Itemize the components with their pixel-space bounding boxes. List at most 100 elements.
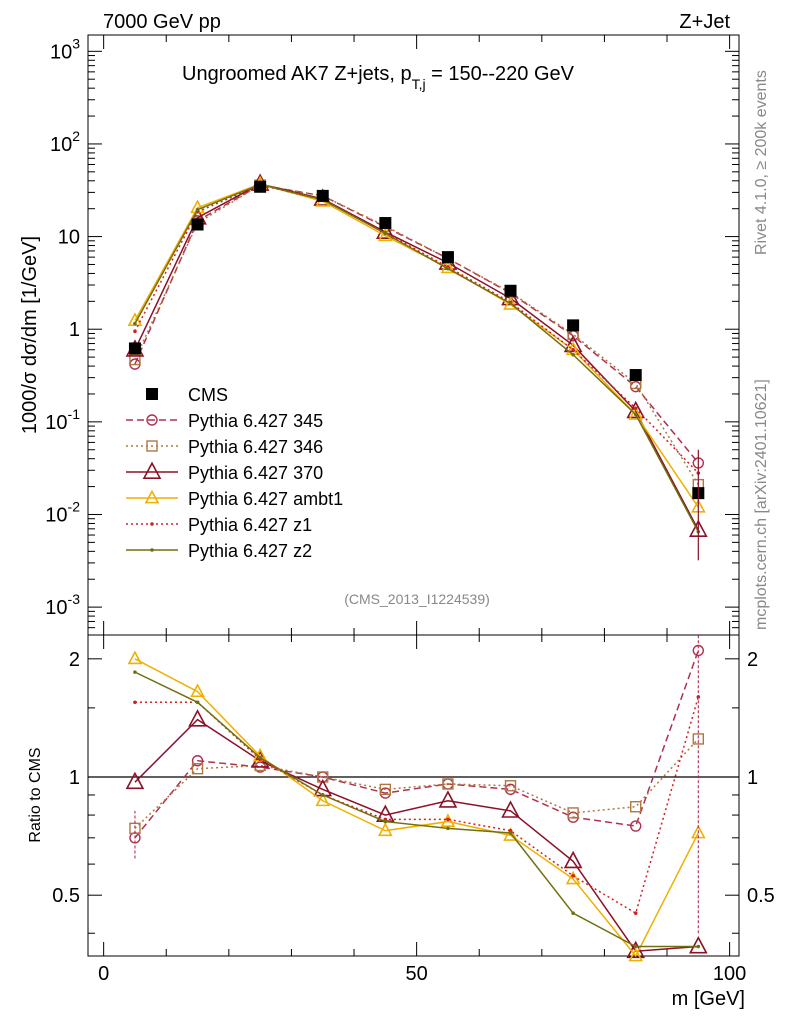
rivet-version-label: Rivet 4.1.0, ≥ 200k events <box>753 70 770 255</box>
legend-marker <box>150 548 154 552</box>
ratio-point <box>315 792 331 807</box>
ratio-point <box>377 822 393 837</box>
ratio-point <box>571 874 575 878</box>
main-point <box>441 251 454 264</box>
main-series-line <box>134 183 699 531</box>
ratio-point <box>696 944 701 949</box>
ratio-point <box>565 870 581 885</box>
main-point <box>379 217 392 230</box>
ratio-y-tick-label-right: 1 <box>747 767 758 789</box>
ratio-point <box>125 771 145 790</box>
title-main-text: Ungroomed AK7 Z+jets, p <box>182 63 412 85</box>
ratio-series-line <box>134 738 699 829</box>
ratio-series-line <box>134 718 699 952</box>
main-y-tick-label: 10-1 <box>45 406 80 434</box>
ratio-panel-frame <box>87 634 740 957</box>
ratio-y-tick-label-left: 0.5 <box>52 885 80 907</box>
header-left-label: 7000 GeV pp <box>103 11 221 33</box>
ratio-point <box>320 793 325 797</box>
ratio-series-pythia-6-427-345 <box>129 644 705 844</box>
ratio-series-line <box>134 696 700 915</box>
main-point <box>129 353 141 366</box>
legend-label: CMS <box>188 385 228 405</box>
ratio-point <box>563 850 583 869</box>
legend-marker <box>146 388 158 400</box>
ratio-point <box>191 755 204 767</box>
legend-entry: Pythia 6.427 370 <box>126 461 323 483</box>
ratio-y-axis-label: Ratio to CMS <box>27 747 44 842</box>
main-point <box>446 266 450 271</box>
ratio-series-line <box>134 671 699 948</box>
legend-entry: Pythia 6.427 345 <box>126 411 323 431</box>
ratio-series-pythia-6-427-z1 <box>133 695 701 915</box>
legend-entry: CMS <box>146 385 228 405</box>
ratio-point <box>571 911 575 915</box>
main-point <box>191 218 204 231</box>
main-point <box>571 352 575 357</box>
main-title: Ungroomed AK7 Z+jets, pT,j = 150--220 Ge… <box>182 63 575 92</box>
ratio-point <box>501 800 520 818</box>
main-point <box>133 321 137 326</box>
ratio-y-tick-label-right: 2 <box>747 649 758 671</box>
legend-entry: Pythia 6.427 ambt1 <box>126 489 343 509</box>
main-point <box>383 231 388 236</box>
legend-entry: Pythia 6.427 346 <box>126 437 323 457</box>
x-axis-label: m [GeV] <box>672 988 745 1010</box>
ratio-series-line <box>134 658 699 958</box>
ratio-point <box>446 817 450 822</box>
legend-label: Pythia 6.427 ambt1 <box>188 489 343 509</box>
main-series-pythia-6-427-z1 <box>133 183 701 475</box>
ratio-point <box>692 733 705 745</box>
main-series-line <box>134 184 699 486</box>
legend-marker <box>144 489 160 504</box>
main-y-tick-label: 1 <box>69 319 80 341</box>
legend-entry: Pythia 6.427 z1 <box>126 515 312 535</box>
legend-label: Pythia 6.427 370 <box>188 463 323 483</box>
ratio-point <box>630 820 642 832</box>
ratio-series-pythia-6-427-370 <box>125 709 708 959</box>
main-point <box>508 301 513 306</box>
ratio-point <box>133 670 137 674</box>
main-point <box>254 180 267 193</box>
title-tail-text: = 150--220 GeV <box>426 63 575 85</box>
ratio-point <box>628 947 644 962</box>
ratio-point <box>630 801 642 813</box>
main-point <box>195 207 200 212</box>
ratio-point <box>438 790 458 808</box>
main-y-tick-label: 103 <box>50 35 80 63</box>
main-point <box>504 284 517 297</box>
ratio-point <box>633 944 638 949</box>
title-subscript: T,j <box>412 76 426 92</box>
main-y-tick-label: 102 <box>50 128 80 156</box>
main-point <box>628 406 644 420</box>
ratio-point <box>688 936 708 954</box>
ratio-point <box>633 911 638 915</box>
main-series-line <box>134 183 699 533</box>
legend-marker <box>142 461 162 479</box>
ratio-point <box>446 826 450 831</box>
ratio-point <box>440 813 456 827</box>
ratio-point <box>503 827 518 841</box>
main-point <box>503 296 518 310</box>
ratio-point <box>383 819 388 824</box>
legend-label: Pythia 6.427 345 <box>188 411 323 431</box>
header-right-label: Z+Jet <box>679 11 730 33</box>
ratio-series-line <box>134 650 700 839</box>
x-tick-label: 0 <box>98 963 109 985</box>
main-point <box>128 342 141 355</box>
ratio-point <box>190 683 205 698</box>
legend-label: Pythia 6.427 z1 <box>188 515 312 535</box>
legend-label: Pythia 6.427 346 <box>188 437 323 457</box>
main-y-tick-label: 10-3 <box>45 591 80 619</box>
legend-marker <box>146 440 158 452</box>
main-y-tick-label: 10 <box>58 227 80 249</box>
main-point <box>133 329 137 334</box>
ratio-point <box>258 755 262 760</box>
ratio-point <box>188 709 207 727</box>
legend-entry: Pythia 6.427 z2 <box>126 541 312 561</box>
mcplots-label: mcplots.cern.ch [arXiv:2401.10621] <box>753 379 770 630</box>
main-point <box>629 369 642 382</box>
main-series-line <box>134 183 699 508</box>
ratio-point <box>195 700 200 705</box>
main-point <box>633 406 638 411</box>
